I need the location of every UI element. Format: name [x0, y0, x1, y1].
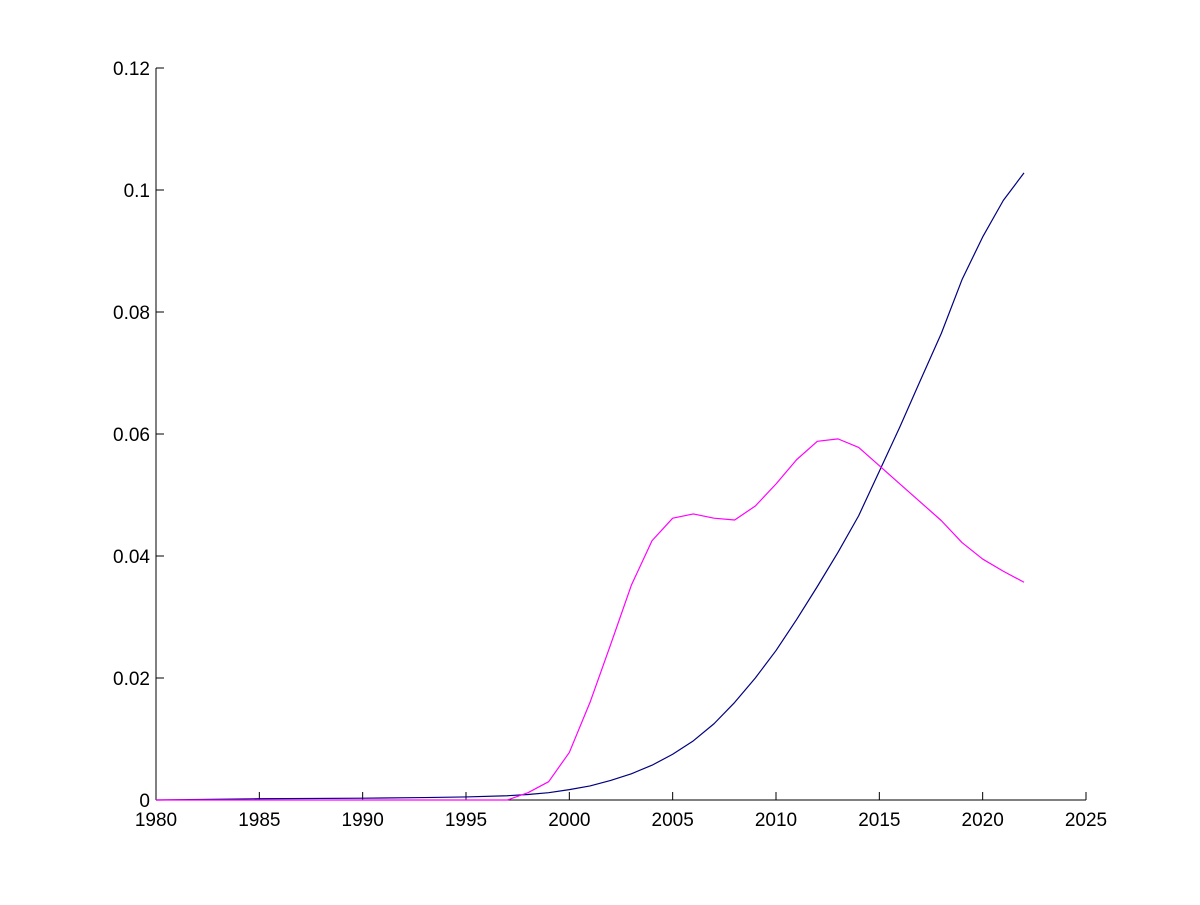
series-line-1 — [155, 172, 1025, 801]
y-tick-label: 0.08 — [113, 303, 150, 324]
y-tick-label: 0.04 — [113, 547, 150, 568]
y-tick-label: 0.02 — [113, 669, 150, 690]
x-tick-label: 2025 — [1065, 810, 1107, 831]
y-tick-label: 0 — [139, 791, 150, 812]
series-layer — [155, 172, 1025, 801]
x-tick-label: 2000 — [548, 810, 590, 831]
x-tick-label: 1995 — [445, 810, 487, 831]
x-tick-label: 2015 — [858, 810, 900, 831]
x-tick-label: 2005 — [652, 810, 694, 831]
y-tick-label: 0.1 — [124, 181, 150, 202]
x-tick-label: 2010 — [755, 810, 797, 831]
y-tick-label: 0.12 — [113, 59, 150, 80]
axes — [155, 67, 1087, 801]
x-tick-label: 1980 — [135, 810, 177, 831]
y-tick-label: 0.06 — [113, 425, 150, 446]
x-tick-label: 1990 — [342, 810, 384, 831]
x-tick-label: 2020 — [962, 810, 1004, 831]
series-line-2 — [156, 438, 1025, 801]
x-tick-label: 1985 — [238, 810, 280, 831]
tick-labels: 1980 1985 1990 1995 2000 2005 2010 2015 2020 2025… — [113, 59, 1107, 831]
